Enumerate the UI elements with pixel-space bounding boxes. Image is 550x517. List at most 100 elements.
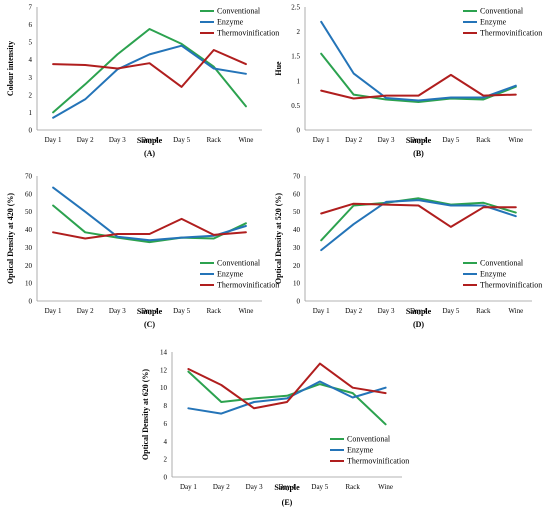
legend: Conventional Enzyme Thermovinification bbox=[463, 7, 542, 38]
y-tick-label: 0 bbox=[29, 298, 33, 306]
series-line-conventional bbox=[320, 52, 517, 103]
x-tick-label: Rack bbox=[207, 307, 222, 315]
x-tick-label: Day 4 bbox=[279, 483, 296, 491]
y-tick-label: 7 bbox=[29, 4, 33, 12]
x-tick-label: Day 2 bbox=[77, 307, 94, 315]
y-tick-label: 0.5 bbox=[291, 102, 300, 110]
y-axis-title: Colour intensity bbox=[6, 41, 15, 96]
y-tick-label: 14 bbox=[160, 349, 168, 357]
y-tick-label: 20 bbox=[293, 262, 301, 270]
y-axis-title: Optical Density at 620 (%) bbox=[141, 369, 150, 460]
x-tick-label: Day 4 bbox=[141, 136, 158, 144]
x-tick-label: Wine bbox=[508, 136, 523, 144]
y-tick-label: 70 bbox=[293, 173, 301, 181]
x-tick-label: Day 3 bbox=[246, 483, 263, 491]
legend: Conventional Enzyme Thermovinification bbox=[463, 259, 542, 290]
y-tick-label: 70 bbox=[25, 173, 33, 181]
legend-label-thermovinification: Thermovinification bbox=[347, 457, 409, 466]
x-tick-label: Wine bbox=[238, 136, 253, 144]
legend-label-thermovinification: Thermovinification bbox=[480, 29, 542, 38]
chart-panel-b: 0 0.5 1 1.5 2 2.5 Day 1 Day 2 Day 3 Day 4 Day 5 Rac… bbox=[274, 4, 542, 159]
x-tick-label: Day 3 bbox=[378, 307, 395, 315]
y-tick-label: 8 bbox=[164, 402, 168, 410]
y-tick-label: 6 bbox=[29, 21, 33, 29]
legend: Conventional Enzyme Thermovinification bbox=[330, 435, 409, 466]
series-line-conventional bbox=[187, 370, 387, 426]
series-line-conventional bbox=[320, 197, 517, 242]
x-tick-label: Day 5 bbox=[311, 483, 328, 491]
y-tick-label: 0 bbox=[297, 127, 301, 135]
x-tick-label: Day 2 bbox=[213, 483, 230, 491]
x-tick-label: Day 1 bbox=[45, 136, 62, 144]
y-tick-label: 1 bbox=[29, 109, 33, 117]
y-tick-label: 2 bbox=[164, 456, 168, 464]
series-line-thermovinification bbox=[320, 73, 517, 100]
x-tick-label: Day 4 bbox=[410, 307, 427, 315]
x-axis-title: Sample bbox=[406, 136, 432, 145]
y-axis-title: Optical Density at 420 (%) bbox=[6, 193, 15, 284]
legend-label-thermovinification: Thermovinification bbox=[217, 281, 279, 290]
chart-panel-c: 0 10 20 30 40 50 60 70 Day 1 Day 2 Day 3 Day 4 Day 5… bbox=[6, 173, 279, 330]
panel-label: (E) bbox=[282, 498, 293, 507]
y-tick-label: 1 bbox=[297, 77, 301, 85]
y-tick-label: 20 bbox=[25, 262, 33, 270]
x-tick-label: Day 1 bbox=[313, 136, 330, 144]
y-tick-label: 0 bbox=[164, 474, 168, 482]
y-tick-label: 2.5 bbox=[291, 4, 300, 12]
legend: Conventional Enzyme Thermovinification bbox=[200, 7, 279, 38]
y-tick-label: 30 bbox=[293, 244, 301, 252]
legend-label-conventional: Conventional bbox=[347, 435, 391, 444]
chart-panel-d: 0 10 20 30 40 50 60 70 Day 1 Day 2 Day 3 Day 4 Day 5… bbox=[274, 173, 542, 330]
chart-panel-a: 0 1 2 3 4 5 6 7 Day 1 Day 2 Day 3 Day 4 Day 5 Rack Win… bbox=[6, 4, 279, 159]
series-line-enzyme bbox=[52, 44, 247, 119]
legend-label-thermovinification: Thermovinification bbox=[480, 281, 542, 290]
x-axis-title: Sample bbox=[406, 307, 432, 316]
x-tick-label: Day 2 bbox=[77, 136, 94, 144]
y-tick-label: 60 bbox=[25, 190, 33, 198]
x-tick-label: Wine bbox=[508, 307, 523, 315]
x-tick-label: Rack bbox=[346, 483, 361, 491]
y-axis-title: Hue bbox=[274, 61, 283, 76]
x-tick-label: Day 1 bbox=[313, 307, 330, 315]
panel-label: (B) bbox=[413, 149, 424, 158]
panel-label: (D) bbox=[413, 320, 424, 329]
series-line-enzyme bbox=[320, 20, 517, 102]
series-line-conventional bbox=[52, 204, 247, 244]
x-axis-title: Sample bbox=[137, 307, 163, 316]
series-line-enzyme bbox=[320, 199, 517, 252]
legend-label-enzyme: Enzyme bbox=[217, 270, 244, 279]
series-line-thermovinification bbox=[52, 217, 247, 240]
x-tick-label: Rack bbox=[476, 136, 491, 144]
y-axis-title: Optical Density at 520 (%) bbox=[274, 193, 283, 284]
y-tick-label: 0 bbox=[297, 298, 301, 306]
y-tick-label: 30 bbox=[25, 244, 33, 252]
series-line-thermovinification bbox=[187, 362, 387, 410]
x-tick-label: Day 5 bbox=[442, 136, 459, 144]
y-tick-label: 2 bbox=[29, 91, 33, 99]
panel-label: (A) bbox=[144, 149, 155, 158]
x-tick-label: Rack bbox=[207, 136, 222, 144]
chart-panel-e: 0 2 4 6 8 10 12 14 Day 1 Day 2 Day 3 Day 4 Day 5 Rack… bbox=[141, 349, 409, 508]
x-tick-label: Day 5 bbox=[442, 307, 459, 315]
x-axis-title: Sample bbox=[137, 136, 163, 145]
y-tick-label: 1.5 bbox=[291, 53, 300, 61]
series-line-thermovinification bbox=[320, 202, 517, 228]
series-line-enzyme bbox=[52, 186, 247, 242]
y-tick-label: 4 bbox=[29, 56, 33, 64]
y-tick-label: 2 bbox=[297, 28, 301, 36]
y-tick-label: 3 bbox=[29, 74, 33, 82]
x-tick-label: Day 2 bbox=[345, 307, 362, 315]
y-tick-label: 12 bbox=[160, 366, 168, 374]
y-tick-label: 10 bbox=[293, 280, 301, 288]
y-tick-label: 60 bbox=[293, 190, 301, 198]
series-line-conventional bbox=[52, 28, 247, 114]
y-tick-label: 6 bbox=[164, 420, 168, 428]
y-tick-label: 40 bbox=[25, 226, 33, 234]
x-tick-label: Day 4 bbox=[141, 307, 158, 315]
legend-label-enzyme: Enzyme bbox=[480, 270, 507, 279]
x-tick-label: Day 2 bbox=[345, 136, 362, 144]
legend-label-conventional: Conventional bbox=[480, 259, 524, 268]
legend-label-thermovinification: Thermovinification bbox=[217, 29, 279, 38]
legend-label-conventional: Conventional bbox=[217, 259, 261, 268]
x-tick-label: Day 5 bbox=[173, 307, 190, 315]
